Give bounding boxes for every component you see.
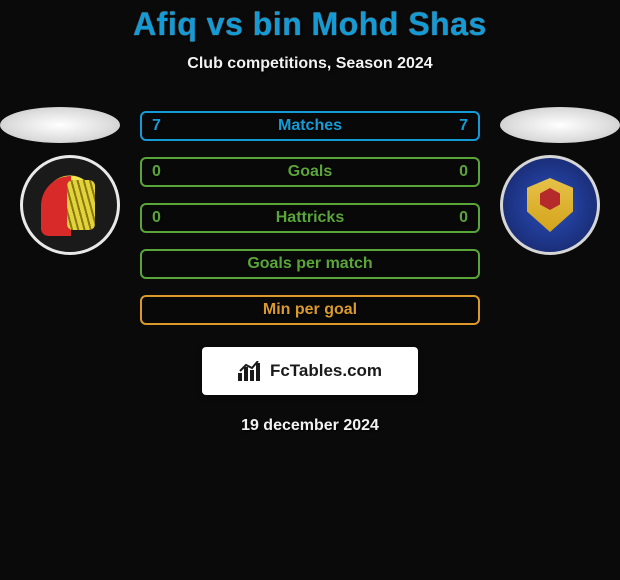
stat-row-goals: 0 Goals 0 xyxy=(140,157,480,187)
stat-label: Goals per match xyxy=(247,255,372,273)
stat-label: Min per goal xyxy=(263,301,357,319)
player-photo-left xyxy=(0,107,120,143)
bar-chart-icon xyxy=(238,361,264,381)
stat-value-left: 7 xyxy=(152,117,161,135)
stat-label: Hattricks xyxy=(276,209,344,227)
stats-area: 7 Matches 7 0 Goals 0 0 Hattricks 0 Goal… xyxy=(0,111,620,435)
stat-rows: 7 Matches 7 0 Goals 0 0 Hattricks 0 Goal… xyxy=(140,111,480,325)
subtitle: Club competitions, Season 2024 xyxy=(0,55,620,73)
stat-value-right: 0 xyxy=(459,209,468,227)
stat-row-matches: 7 Matches 7 xyxy=(140,111,480,141)
stat-value-left: 0 xyxy=(152,209,161,227)
page-title: Afiq vs bin Mohd Shas xyxy=(0,6,620,43)
stat-label: Goals xyxy=(288,163,332,181)
stat-row-goals-per-match: Goals per match xyxy=(140,249,480,279)
player-photo-right xyxy=(500,107,620,143)
team-logo-right xyxy=(500,155,600,255)
stat-row-min-per-goal: Min per goal xyxy=(140,295,480,325)
team-logo-left xyxy=(20,155,120,255)
date-label: 19 december 2024 xyxy=(0,417,620,435)
brand-badge[interactable]: FcTables.com xyxy=(202,347,418,395)
comparison-infographic: Afiq vs bin Mohd Shas Club competitions,… xyxy=(0,0,620,580)
stat-value-left: 0 xyxy=(152,163,161,181)
stat-row-hattricks: 0 Hattricks 0 xyxy=(140,203,480,233)
stat-value-right: 7 xyxy=(459,117,468,135)
stat-value-right: 0 xyxy=(459,163,468,181)
stat-label: Matches xyxy=(278,117,342,135)
brand-label: FcTables.com xyxy=(270,361,382,381)
